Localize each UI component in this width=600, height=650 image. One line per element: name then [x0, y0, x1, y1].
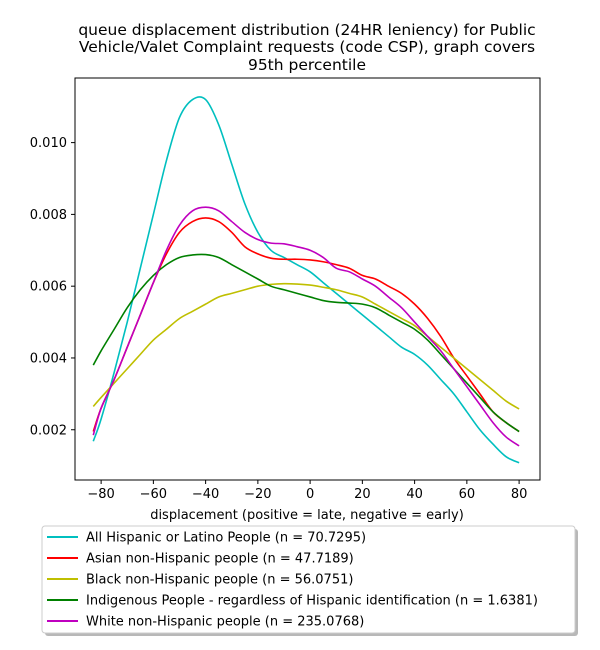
x-tick-label: −80 [87, 487, 114, 502]
x-tick-label: −40 [192, 487, 219, 502]
x-tick-label: 20 [354, 487, 371, 502]
legend-entries: All Hispanic or Latino People (n = 70.72… [47, 531, 538, 630]
x-tick-label: −20 [244, 487, 271, 502]
y-tick-label: 0.004 [30, 351, 67, 366]
legend-label-4: Indigenous People - regardless of Hispan… [86, 594, 538, 609]
y-tick-label: 0.010 [30, 136, 67, 151]
series-line-2 [92, 217, 520, 433]
x-tick-label: 40 [406, 487, 423, 502]
legend-label-2: Asian non-Hispanic people (n = 47.7189) [86, 552, 354, 567]
chart-title: queue displacement distribution (24HR le… [78, 21, 535, 74]
series-line-1 [92, 96, 520, 464]
series-lines [92, 96, 520, 464]
x-tick-label: 80 [511, 487, 528, 502]
y-tick-label: 0.008 [30, 208, 67, 223]
chart-title-line-3: 95th percentile [248, 56, 366, 74]
series-line-4 [92, 253, 520, 433]
x-tick-label: 60 [459, 487, 476, 502]
chart-title-line-2: Vehicle/Valet Complaint requests (code C… [79, 38, 535, 56]
y-tick-label: 0.006 [30, 280, 67, 295]
axis-ticks: −80 −60 −40 −20 0 20 40 60 80 0.002 0.004 0.006 0.00… [30, 136, 528, 502]
legend-box [41, 525, 576, 634]
legend-label-3: Black non-Hispanic people (n = 56.0751) [86, 573, 353, 588]
x-axis-label: displacement (positive = late, negative … [150, 508, 464, 523]
series-line-3 [92, 282, 520, 410]
legend: All Hispanic or Latino People (n = 70.72… [41, 525, 578, 636]
chart-title-line-1: queue displacement distribution (24HR le… [78, 21, 535, 39]
y-tick-label: 0.002 [30, 423, 67, 438]
series-line-5 [92, 206, 520, 447]
legend-label-5: White non-Hispanic people (n = 235.0768) [86, 615, 364, 630]
plot-frame [74, 77, 541, 481]
x-tick-label: −60 [140, 487, 167, 502]
x-tick-label: 0 [306, 487, 314, 502]
legend-label-1: All Hispanic or Latino People (n = 70.72… [86, 531, 366, 546]
